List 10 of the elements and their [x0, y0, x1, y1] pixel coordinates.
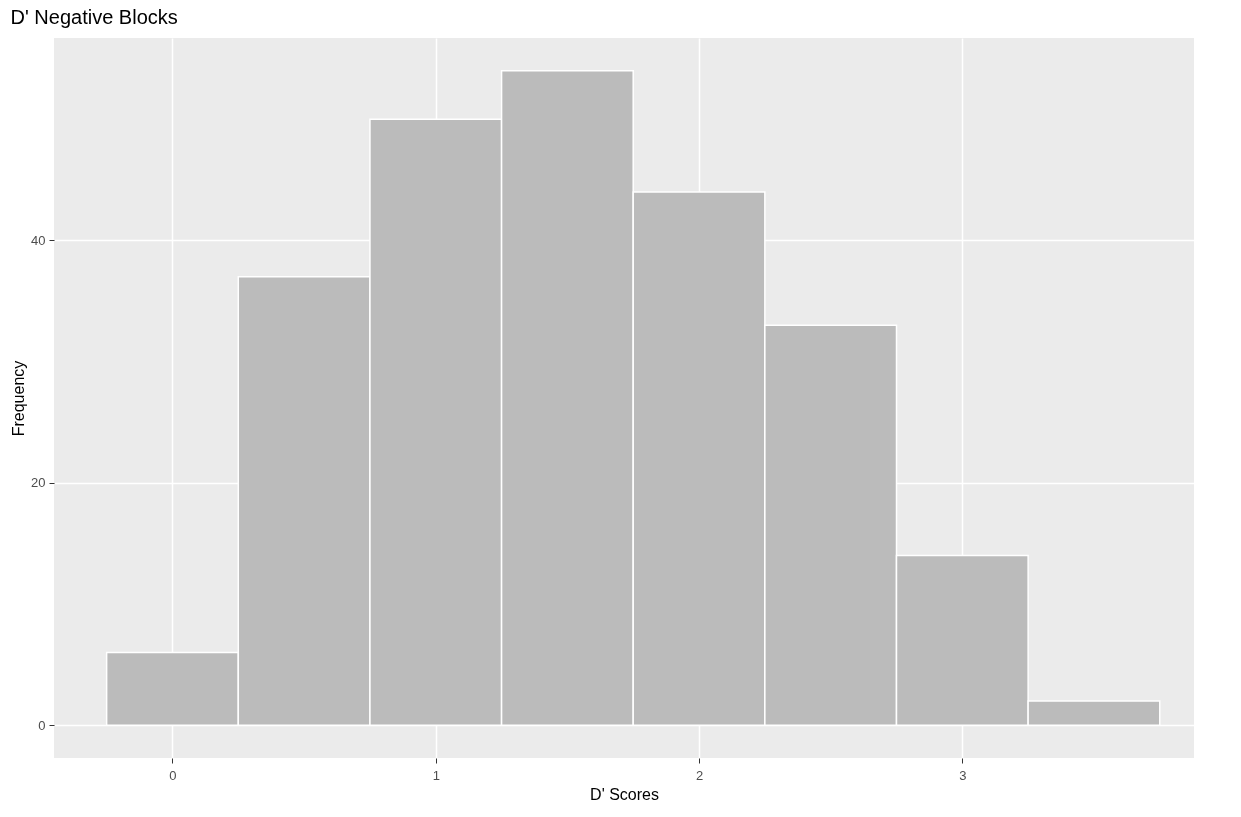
- x-tick-label: 2: [695, 767, 704, 783]
- x-tick-label: 0: [169, 767, 177, 783]
- y-tick-label: 20: [31, 475, 46, 491]
- y-tick-label: 0: [38, 717, 46, 733]
- x-tick-label: 1: [432, 767, 440, 783]
- y-tick-label: 40: [31, 232, 46, 248]
- chart-title: D' Negative Blocks: [10, 6, 178, 28]
- x-tick-label: 3: [959, 767, 967, 783]
- y-axis-title: Frequency: [10, 360, 28, 437]
- x-axis-title: D' Scores: [590, 785, 659, 803]
